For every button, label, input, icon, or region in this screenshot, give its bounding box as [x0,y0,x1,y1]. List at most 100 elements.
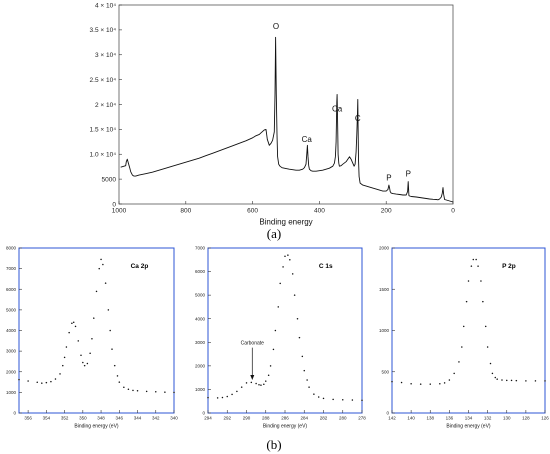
x-axis-label: Binding energy (eV) [446,424,491,430]
data-point [91,338,93,340]
peak-annotation: C [355,114,361,123]
y-tick-label: 7000 [6,266,17,271]
data-point [132,389,134,392]
x-tick-label: 132 [484,416,492,421]
data-point [36,381,38,384]
y-tick-label: 1000 [6,390,17,395]
data-point [453,372,455,375]
data-point [293,294,296,296]
y-tick-label: 5000 [102,176,117,183]
data-point [116,375,119,377]
y-tick-label: 7000 [195,246,206,251]
data-point [63,356,66,359]
data-point [291,273,294,275]
data-point [272,348,275,351]
data-point [74,325,77,328]
data-point [155,391,157,393]
x-tick-label: 288 [262,416,270,421]
data-point [342,399,344,401]
spectrum-label: Ca 2p [131,263,149,270]
data-point [93,317,95,319]
data-point [86,362,89,365]
y-tick-label: 5000 [6,307,17,312]
data-point [477,265,479,267]
data-point [41,382,43,384]
data-point [308,386,310,388]
data-point [77,340,80,342]
data-point [62,364,64,367]
data-point [240,386,243,388]
plot-frame [118,4,454,205]
data-point [136,389,139,392]
data-point [68,331,70,334]
data-point [72,321,75,323]
data-point [226,395,228,398]
y-tick-label: 1000 [195,387,206,392]
data-point [439,382,441,385]
data-point [255,382,257,385]
data-point [489,362,492,365]
y-tick-label: 6000 [6,287,17,292]
data-point [525,380,527,382]
data-point [470,265,473,267]
y-tick-label: 2000 [195,363,206,368]
data-point [113,364,116,367]
data-point [303,369,305,372]
data-point [322,397,325,400]
x-tick-label: 340 [170,416,178,421]
y-tick-label: 1000 [379,328,390,333]
data-point [71,322,73,325]
x-tick-label: 278 [358,416,366,421]
peak-annotation: P [406,170,411,179]
peak-annotation: Ca [332,104,343,113]
data-point [82,361,84,364]
data-point [448,379,451,381]
x-tick-label: 348 [97,416,105,421]
data-point [207,396,209,399]
data-point [313,393,315,395]
data-point [104,282,107,284]
spectrum-label: P 2p [502,263,516,270]
data-point [109,329,111,332]
data-point [245,382,248,384]
data-point [361,399,363,402]
data-point [18,378,20,381]
data-point [80,354,82,356]
x-tick-label: 282 [320,416,328,421]
data-point [216,397,219,399]
x-tick-label: 292 [223,416,231,421]
data-point [429,383,431,385]
spectrum-label: C 1s [319,263,333,270]
c-1s-chart: 294 292 290 288 286 284 282 280 278 0 1000 2000 3000… [195,246,366,430]
data-point [145,390,148,393]
peak-annotation: P [386,174,391,183]
data-point [267,374,270,377]
x-tick-label: 134 [465,416,473,421]
x-tick-label: 138 [426,416,434,421]
annotation-arrow-head [250,375,255,380]
data-point [95,290,98,293]
data-point [282,266,284,268]
data-point [475,258,477,261]
x-tick-label: 142 [388,416,396,421]
y-tick-label: 4000 [6,328,17,333]
data-point [515,379,518,382]
data-point [461,346,463,348]
x-tick-label: 280 [339,416,347,421]
data-point [482,300,484,303]
data-point [534,380,537,382]
data-point [269,365,272,367]
data-point [89,352,91,354]
y-tick-label: 1500 [379,287,390,292]
y-tick-label: 0 [13,411,16,416]
y-tick-label: 4000 [195,316,206,321]
data-point [486,346,489,348]
peak-annotation: O [273,22,279,31]
x-tick-label: 356 [24,416,32,421]
data-point [263,383,265,385]
data-point [400,381,403,384]
x-tick-label: 350 [79,416,87,421]
y-tick-label: 8000 [6,246,17,251]
data-point [50,380,52,383]
